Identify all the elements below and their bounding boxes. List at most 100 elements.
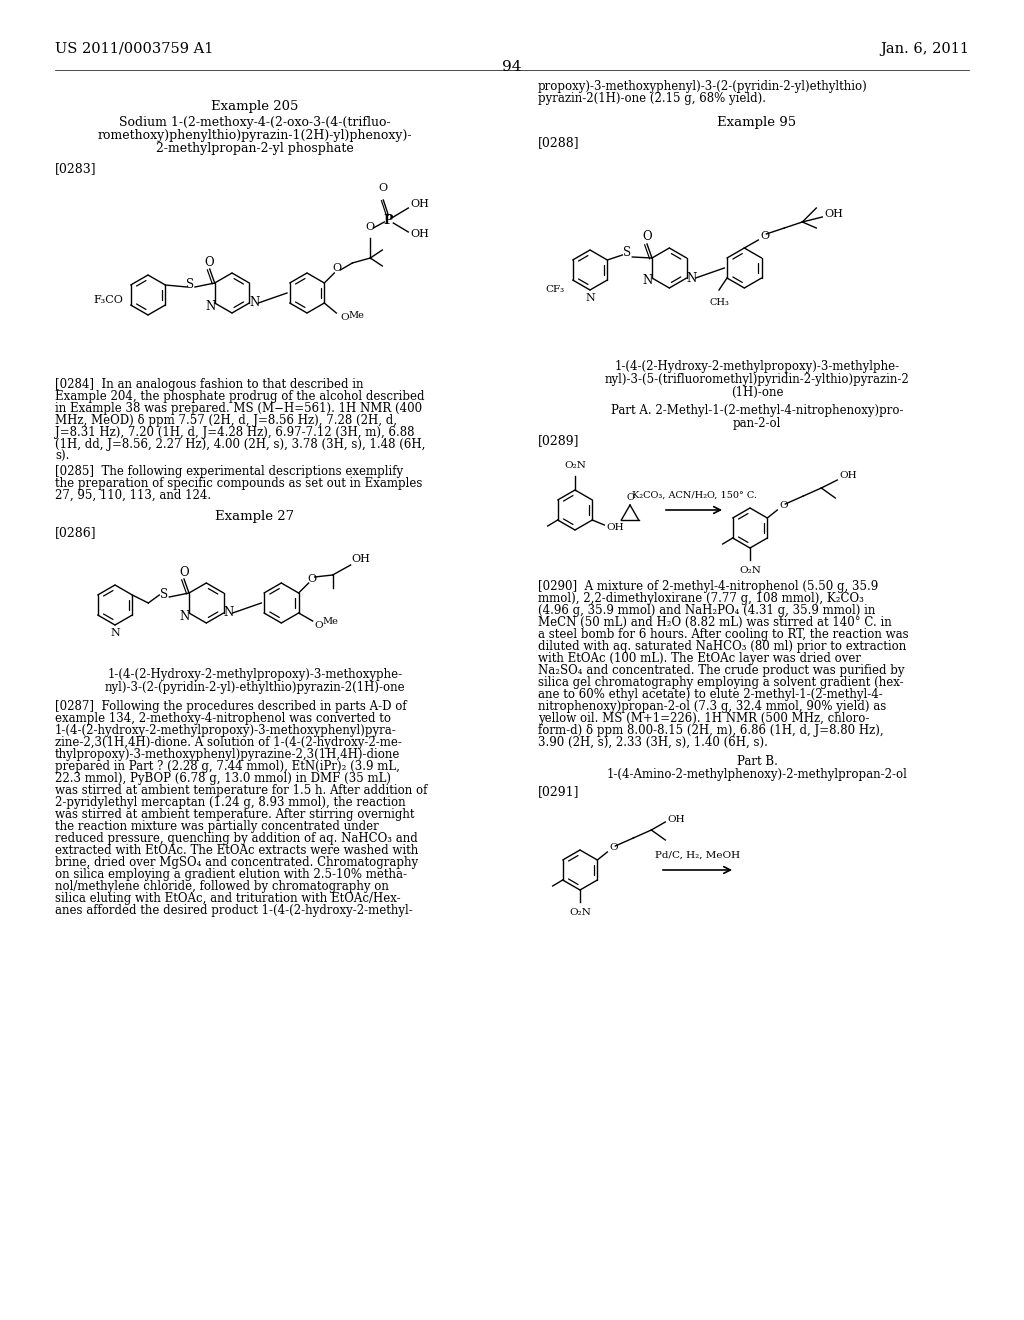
Text: O: O	[205, 256, 214, 268]
Text: N: N	[180, 610, 190, 623]
Text: O: O	[379, 183, 388, 193]
Text: nol/methylene chloride, followed by chromatography on: nol/methylene chloride, followed by chro…	[55, 880, 389, 894]
Text: O: O	[314, 620, 324, 630]
Text: (4.96 g, 35.9 mmol) and NaH₂PO₄ (4.31 g, 35.9 mmol) in: (4.96 g, 35.9 mmol) and NaH₂PO₄ (4.31 g,…	[538, 605, 876, 616]
Text: O: O	[609, 843, 617, 853]
Text: form-d) δ ppm 8.00-8.15 (2H, m), 6.86 (1H, d, J=8.80 Hz),: form-d) δ ppm 8.00-8.15 (2H, m), 6.86 (1…	[538, 723, 884, 737]
Text: yellow oil. MS (M+1=226). 1H NMR (500 MHz, chloro-: yellow oil. MS (M+1=226). 1H NMR (500 MH…	[538, 711, 869, 725]
Text: [0283]: [0283]	[55, 162, 96, 176]
Text: [0291]: [0291]	[538, 785, 580, 799]
Text: pyrazin-2(1H)-one (2.15 g, 68% yield).: pyrazin-2(1H)-one (2.15 g, 68% yield).	[538, 92, 766, 106]
Text: nyl)-3-(2-(pyridin-2-yl)-ethylthio)pyrazin-2(1H)-one: nyl)-3-(2-(pyridin-2-yl)-ethylthio)pyraz…	[104, 681, 406, 694]
Text: O: O	[779, 502, 787, 511]
Text: 3.90 (2H, s), 2.33 (3H, s), 1.40 (6H, s).: 3.90 (2H, s), 2.33 (3H, s), 1.40 (6H, s)…	[538, 737, 768, 748]
Text: mmol), 2,2-dimethyloxirane (7.77 g, 108 mmol), K₂CO₃: mmol), 2,2-dimethyloxirane (7.77 g, 108 …	[538, 591, 864, 605]
Text: [0288]: [0288]	[538, 136, 580, 149]
Text: CH₃: CH₃	[709, 298, 729, 308]
Text: K₂CO₃, ACN/H₂O, 150° C.: K₂CO₃, ACN/H₂O, 150° C.	[632, 491, 757, 500]
Text: silica gel chromatography employing a solvent gradient (hex-: silica gel chromatography employing a so…	[538, 676, 903, 689]
Text: 22.3 mmol), PyBOP (6.78 g, 13.0 mmol) in DMF (35 mL): 22.3 mmol), PyBOP (6.78 g, 13.0 mmol) in…	[55, 772, 391, 785]
Text: 94: 94	[502, 59, 522, 74]
Text: [0287]  Following the procedures described in parts A-D of: [0287] Following the procedures describe…	[55, 700, 407, 713]
Text: O: O	[642, 231, 652, 243]
Text: 1-(4-Amino-2-methylphenoxy)-2-methylpropan-2-ol: 1-(4-Amino-2-methylphenoxy)-2-methylprop…	[606, 768, 907, 781]
Text: a steel bomb for 6 hours. After cooling to RT, the reaction was: a steel bomb for 6 hours. After cooling …	[538, 628, 908, 642]
Text: nitrophenoxy)propan-2-ol (7.3 g, 32.4 mmol, 90% yield) as: nitrophenoxy)propan-2-ol (7.3 g, 32.4 mm…	[538, 700, 886, 713]
Text: thylpropoxy)-3-methoxyphenyl)pyrazine-2,3(1H,4H)-dione: thylpropoxy)-3-methoxyphenyl)pyrazine-2,…	[55, 748, 400, 762]
Text: was stirred at ambient temperature. After stirring overnight: was stirred at ambient temperature. Afte…	[55, 808, 415, 821]
Text: ane to 60% ethyl acetate) to elute 2-methyl-1-(2-methyl-4-: ane to 60% ethyl acetate) to elute 2-met…	[538, 688, 883, 701]
Text: 1-(4-(2-hydroxy-2-methylpropoxy)-3-methoxyphenyl)pyra-: 1-(4-(2-hydroxy-2-methylpropoxy)-3-metho…	[55, 723, 396, 737]
Text: N: N	[223, 606, 233, 619]
Text: MeCN (50 mL) and H₂O (8.82 mL) was stirred at 140° C. in: MeCN (50 mL) and H₂O (8.82 mL) was stirr…	[538, 616, 892, 630]
Text: OH: OH	[411, 228, 429, 239]
Text: example 134, 2-methoxy-4-nitrophenol was converted to: example 134, 2-methoxy-4-nitrophenol was…	[55, 711, 391, 725]
Text: 2-methylpropan-2-yl phosphate: 2-methylpropan-2-yl phosphate	[156, 143, 354, 154]
Text: the reaction mixture was partially concentrated under: the reaction mixture was partially conce…	[55, 820, 379, 833]
Text: OH: OH	[824, 209, 843, 219]
Text: reduced pressure, quenching by addition of aq. NaHCO₃ and: reduced pressure, quenching by addition …	[55, 832, 418, 845]
Text: OH: OH	[606, 524, 624, 532]
Text: OH: OH	[351, 554, 371, 564]
Text: pan-2-ol: pan-2-ol	[733, 417, 781, 430]
Text: zine-2,3(1H,4H)-dione. A solution of 1-(4-(2-hydroxy-2-me-: zine-2,3(1H,4H)-dione. A solution of 1-(…	[55, 737, 401, 748]
Text: O₂N: O₂N	[569, 908, 591, 917]
Text: [0289]: [0289]	[538, 434, 580, 447]
Text: S: S	[624, 247, 632, 260]
Text: O: O	[179, 565, 188, 578]
Text: Example 27: Example 27	[215, 510, 295, 523]
Text: N: N	[206, 300, 216, 313]
Text: J=8.31 Hz), 7.20 (1H, d, J=4.28 Hz), 6.97-7.12 (3H, m), 6.88: J=8.31 Hz), 7.20 (1H, d, J=4.28 Hz), 6.9…	[55, 426, 415, 440]
Text: the preparation of specific compounds as set out in Examples: the preparation of specific compounds as…	[55, 477, 422, 490]
Text: N: N	[585, 293, 595, 304]
Text: was stirred at ambient temperature for 1.5 h. After addition of: was stirred at ambient temperature for 1…	[55, 784, 427, 797]
Text: on silica employing a gradient elution with 2.5-10% metha-: on silica employing a gradient elution w…	[55, 869, 407, 880]
Text: CF₃: CF₃	[546, 285, 564, 294]
Text: prepared in Part ? (2.28 g, 7.44 mmol), EtN(iPr)₂ (3.9 mL,: prepared in Part ? (2.28 g, 7.44 mmol), …	[55, 760, 400, 774]
Text: P: P	[384, 214, 393, 227]
Text: Na₂SO₄ and concentrated. The crude product was purified by: Na₂SO₄ and concentrated. The crude produ…	[538, 664, 904, 677]
Text: Pd/C, H₂, MeOH: Pd/C, H₂, MeOH	[655, 851, 740, 861]
Text: Part B.: Part B.	[736, 755, 777, 768]
Text: (1H)-one: (1H)-one	[731, 385, 783, 399]
Text: Me: Me	[348, 310, 365, 319]
Text: s).: s).	[55, 450, 70, 463]
Text: O: O	[307, 574, 316, 583]
Text: N: N	[643, 275, 653, 288]
Text: Example 95: Example 95	[718, 116, 797, 129]
Text: propoxy)-3-methoxyphenyl)-3-(2-(pyridin-2-yl)ethylthio): propoxy)-3-methoxyphenyl)-3-(2-(pyridin-…	[538, 81, 867, 92]
Text: N: N	[249, 297, 259, 309]
Text: S: S	[186, 279, 195, 292]
Text: MHz, MeOD) δ ppm 7.57 (2H, d, J=8.56 Hz), 7.28 (2H, d,: MHz, MeOD) δ ppm 7.57 (2H, d, J=8.56 Hz)…	[55, 414, 397, 426]
Text: nyl)-3-(5-(trifluoromethyl)pyridin-2-ylthio)pyrazin-2: nyl)-3-(5-(trifluoromethyl)pyridin-2-ylt…	[604, 374, 909, 385]
Text: O₂N: O₂N	[739, 566, 761, 576]
Text: anes afforded the desired product 1-(4-(2-hydroxy-2-methyl-: anes afforded the desired product 1-(4-(…	[55, 904, 413, 917]
Text: O: O	[761, 231, 769, 242]
Text: US 2011/0003759 A1: US 2011/0003759 A1	[55, 42, 213, 55]
Text: F₃CO: F₃CO	[93, 294, 123, 305]
Text: O: O	[340, 313, 349, 322]
Text: (1H, dd, J=8.56, 2.27 Hz), 4.00 (2H, s), 3.78 (3H, s), 1.48 (6H,: (1H, dd, J=8.56, 2.27 Hz), 4.00 (2H, s),…	[55, 438, 425, 451]
Text: 2-pyridylethyl mercaptan (1.24 g, 8.93 mmol), the reaction: 2-pyridylethyl mercaptan (1.24 g, 8.93 m…	[55, 796, 406, 809]
Text: O: O	[333, 263, 342, 273]
Text: Jan. 6, 2011: Jan. 6, 2011	[880, 42, 969, 55]
Text: S: S	[161, 587, 168, 601]
Text: Example 204, the phosphate prodrug of the alcohol described: Example 204, the phosphate prodrug of th…	[55, 389, 425, 403]
Text: with EtOAc (100 mL). The EtOAc layer was dried over: with EtOAc (100 mL). The EtOAc layer was…	[538, 652, 861, 665]
Text: N: N	[686, 272, 696, 285]
Text: romethoxy)phenylthio)pyrazin-1(2H)-yl)phenoxy)-: romethoxy)phenylthio)pyrazin-1(2H)-yl)ph…	[97, 129, 413, 143]
Text: Sodium 1-(2-methoxy-4-(2-oxo-3-(4-(trifluo-: Sodium 1-(2-methoxy-4-(2-oxo-3-(4-(trifl…	[119, 116, 391, 129]
Text: [0284]  In an analogous fashion to that described in: [0284] In an analogous fashion to that d…	[55, 378, 364, 391]
Text: OH: OH	[411, 199, 429, 209]
Text: OH: OH	[840, 471, 857, 480]
Text: N: N	[111, 628, 120, 638]
Text: O: O	[366, 222, 375, 232]
Text: diluted with aq. saturated NaHCO₃ (80 ml) prior to extraction: diluted with aq. saturated NaHCO₃ (80 ml…	[538, 640, 906, 653]
Text: silica eluting with EtOAc, and trituration with EtOAc/Hex-: silica eluting with EtOAc, and triturati…	[55, 892, 400, 906]
Text: 1-(4-(2-Hydroxy-2-methylpropoxy)-3-methoxyphe-: 1-(4-(2-Hydroxy-2-methylpropoxy)-3-metho…	[108, 668, 402, 681]
Text: [0285]  The following experimental descriptions exemplify: [0285] The following experimental descri…	[55, 465, 403, 478]
Text: [0290]  A mixture of 2-methyl-4-nitrophenol (5.50 g, 35.9: [0290] A mixture of 2-methyl-4-nitrophen…	[538, 579, 879, 593]
Text: O₂N: O₂N	[564, 461, 586, 470]
Text: [0286]: [0286]	[55, 525, 96, 539]
Text: in Example 38 was prepared. MS (M−H=561). 1H NMR (400: in Example 38 was prepared. MS (M−H=561)…	[55, 403, 422, 414]
